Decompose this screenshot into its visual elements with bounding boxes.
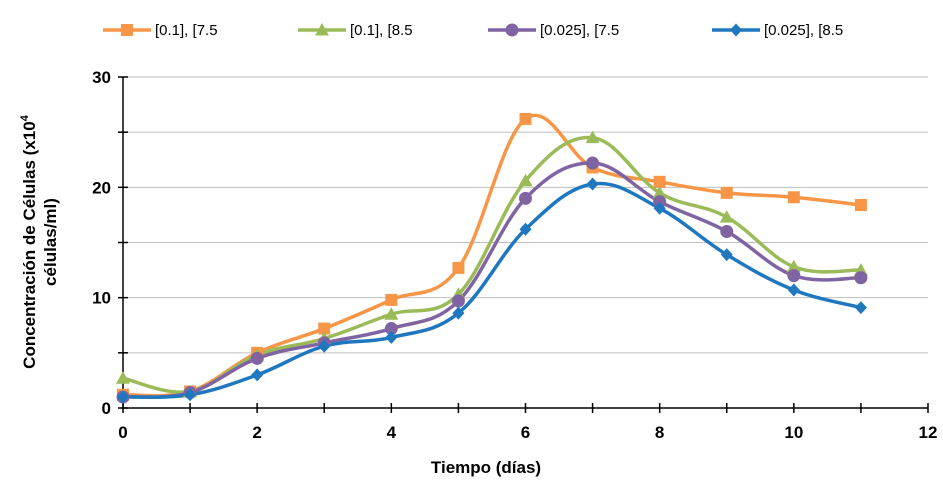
data-point-series-3 [720,224,734,238]
data-point-series-3 [519,191,532,205]
data-point-series-1 [854,198,867,211]
tick-labels: 0 10 20 30 0 2 4 6 8 10 12 [92,68,937,442]
data-point-series-4 [854,301,867,315]
legend-label-2: [0.1], [8.5 [350,22,413,39]
data-point-series-1 [787,191,800,204]
x-tick-label: 0 [118,423,127,442]
data-point-series-1 [452,261,465,274]
data-point-series-1 [385,293,398,306]
legend-label-1: [0.1], [7.5 [155,22,218,39]
y-tick-label: 30 [92,68,111,87]
series-markers [116,112,868,404]
data-point-series-4 [385,330,398,344]
data-point-series-4 [586,177,599,191]
data-point-series-4 [452,306,465,320]
gridlines [123,76,928,354]
data-point-series-3 [653,195,667,209]
y-axis-title-main: Concentración de Células (x10 [20,121,39,369]
y-axis-title-superscript: 4 [19,114,31,121]
series-line-1 [121,113,863,398]
data-point-series-2 [719,210,734,223]
data-point-series-3 [384,322,398,336]
y-tick-label: 0 [102,399,111,418]
y-axis-title-line2: células/ml) [41,198,60,286]
legend-marker-1 [121,24,133,36]
data-point-series-2 [384,307,399,320]
data-point-series-3 [854,271,868,285]
data-point-series-1 [653,175,666,188]
data-point-series-3 [250,351,264,365]
data-point-series-4 [117,390,129,404]
series-lines [121,113,863,399]
x-tick-label: 4 [387,423,397,442]
data-point-series-2 [116,371,130,384]
legend: [0.1], [7.5 [0.1], [8.5 [0.025], [7.5 [0.02… [103,22,843,39]
data-point-series-2 [652,185,667,199]
series-line-3 [121,161,863,399]
data-point-series-4 [787,283,800,297]
legend-marker-2 [315,23,329,36]
data-point-series-2 [585,130,600,144]
data-point-series-4 [184,388,197,402]
data-point-series-1 [318,322,331,335]
data-point-series-4 [720,248,733,262]
data-point-series-4 [653,201,666,215]
x-tick-label: 2 [252,423,261,442]
data-point-series-2 [518,173,533,187]
legend-marker-3 [505,23,519,37]
y-tick-label: 10 [92,289,111,308]
x-axis-title: Tiempo (días) [431,458,541,477]
y-axis-title: Concentración de Células (x104 [19,114,39,369]
data-point-series-4 [251,368,264,382]
data-point-series-1 [519,112,532,125]
data-point-series-3 [451,294,465,308]
data-point-series-2 [786,259,801,273]
x-tick-label: 10 [784,423,803,442]
x-tick-label: 12 [919,423,938,442]
data-point-series-1 [720,186,733,199]
series-line-2 [121,135,863,394]
x-tick-label: 8 [655,423,664,442]
data-point-series-4 [318,339,331,353]
data-point-series-3 [787,269,801,283]
data-point-series-3 [586,156,600,170]
legend-label-4: [0.025], [8.5 [764,22,843,39]
axes [118,76,929,413]
y-tick-label: 20 [92,178,111,197]
legend-marker-4 [730,23,742,37]
data-point-series-4 [519,222,532,236]
x-tick-label: 6 [521,423,530,442]
legend-label-3: [0.025], [7.5 [540,22,619,39]
